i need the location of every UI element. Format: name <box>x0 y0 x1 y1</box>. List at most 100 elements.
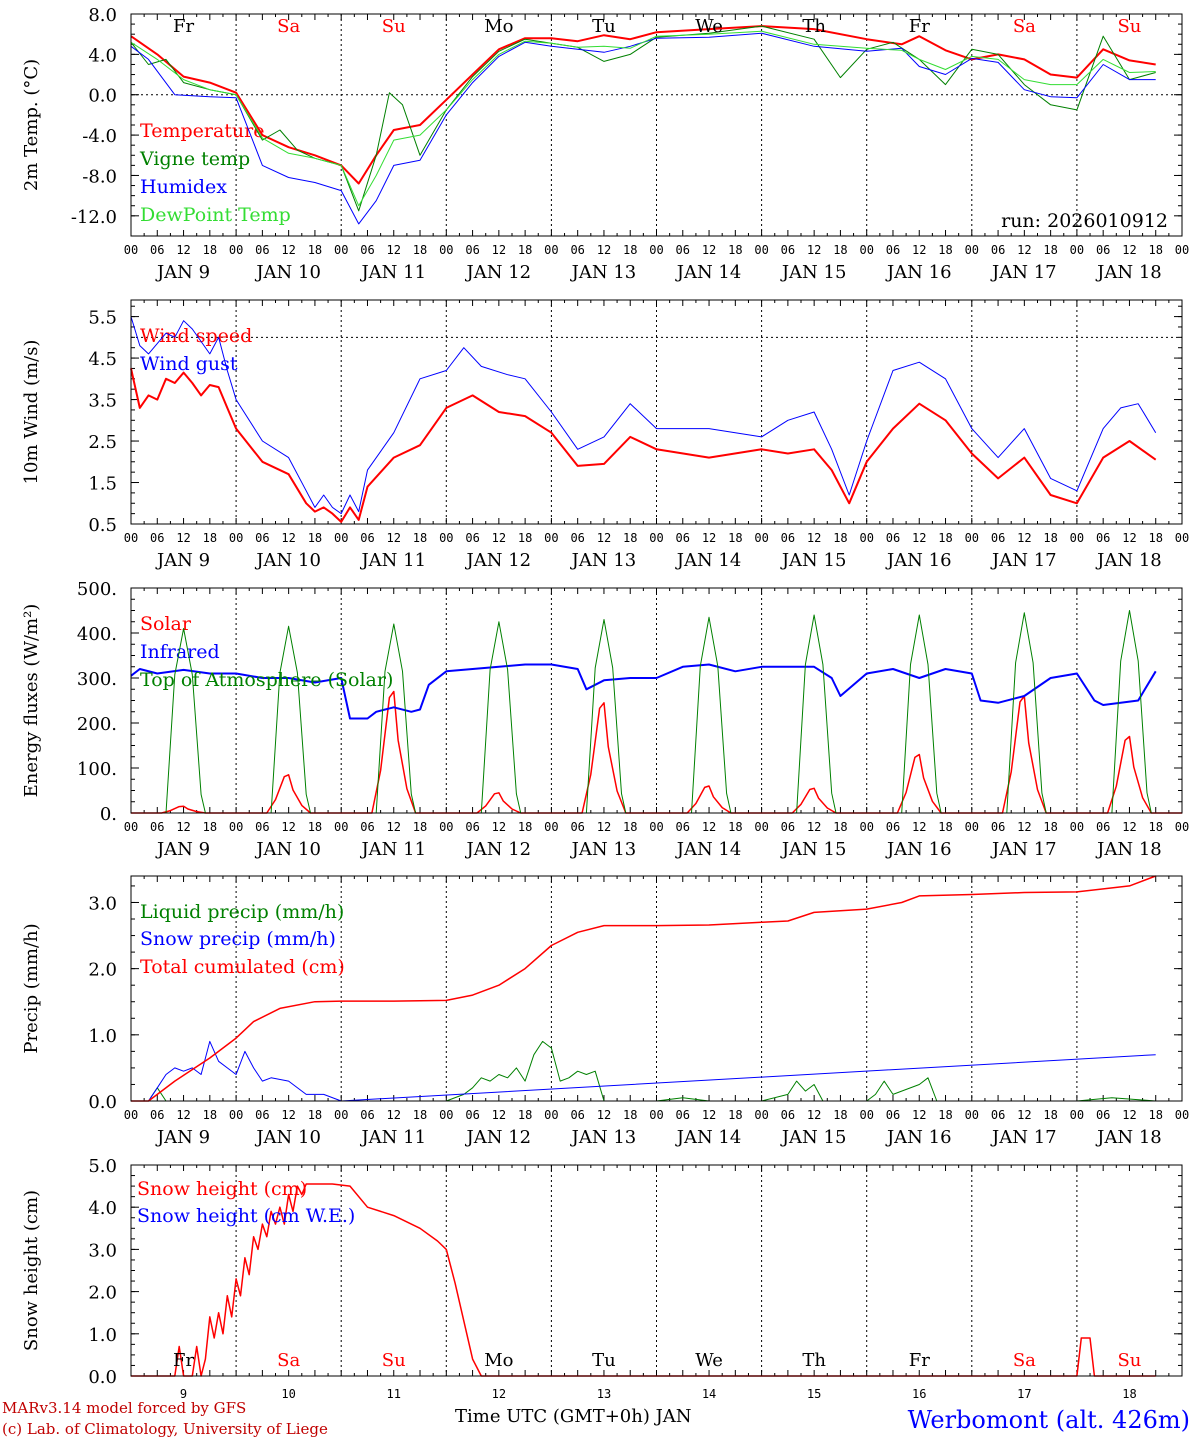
x-hour-label: 12 <box>597 243 611 257</box>
x-hour-label: 06 <box>676 1108 690 1122</box>
x-hour-label: 06 <box>570 243 584 257</box>
y-axis-title: Energy fluxes (W/m²) <box>21 604 42 798</box>
x-hour-label: 06 <box>465 531 479 545</box>
x-hour-label: 06 <box>1096 531 1110 545</box>
y-tick-label: 5.5 <box>88 308 117 329</box>
weekday-label: Fr <box>173 16 194 37</box>
x-date-label: JAN 12 <box>465 550 532 571</box>
y-tick-label: -4.0 <box>82 126 117 147</box>
x-date-label: JAN 16 <box>885 550 952 571</box>
x-hour-label: 00 <box>859 243 873 257</box>
x-hour-label: 18 <box>308 1108 322 1122</box>
x-day-number: 18 <box>1122 1387 1136 1401</box>
x-hour-label: 00 <box>124 531 138 545</box>
weekday-label: Sa <box>277 16 300 37</box>
x-hour-label: 12 <box>387 820 401 834</box>
x-hour-label: 00 <box>1070 531 1084 545</box>
x-date-label: JAN 16 <box>885 262 952 283</box>
x-hour-label: 06 <box>465 820 479 834</box>
x-hour-label: 06 <box>991 820 1005 834</box>
x-hour-label: 12 <box>176 243 190 257</box>
x-date-label: JAN 9 <box>155 839 210 860</box>
weekday-label: Su <box>382 1350 406 1371</box>
legend-entry: DewPoint Temp <box>140 204 291 226</box>
weekday-label: Sa <box>1013 1350 1036 1371</box>
x-hour-label: 00 <box>124 243 138 257</box>
series-wind-gust <box>130 316 1157 515</box>
x-hour-label: 18 <box>728 243 742 257</box>
x-hour-label: 00 <box>649 243 663 257</box>
y-tick-label: 1.5 <box>88 474 117 495</box>
x-hour-label: 06 <box>255 1108 269 1122</box>
x-date-label: JAN 10 <box>254 1127 321 1148</box>
x-hour-label: 18 <box>203 531 217 545</box>
x-hour-label: 06 <box>150 820 164 834</box>
x-hour-label: 00 <box>965 531 979 545</box>
x-hour-label: 18 <box>1043 820 1057 834</box>
x-date-label: JAN 15 <box>780 839 847 860</box>
x-hour-label: 06 <box>150 1108 164 1122</box>
series-liquid-precip-mm-h- <box>131 1040 1156 1102</box>
x-hour-label: 06 <box>991 243 1005 257</box>
y-tick-label: 300. <box>77 669 117 690</box>
x-hour-label: 12 <box>492 243 506 257</box>
x-hour-label: 00 <box>649 820 663 834</box>
x-hour-label: 18 <box>833 243 847 257</box>
x-hour-label: 12 <box>912 820 926 834</box>
y-tick-label: 500. <box>77 579 117 600</box>
x-hour-label: 00 <box>229 820 243 834</box>
x-hour-label: 12 <box>702 820 716 834</box>
x-hour-label: 06 <box>255 820 269 834</box>
x-date-label: JAN 11 <box>359 262 426 283</box>
x-hour-label: 00 <box>965 243 979 257</box>
weekday-label: Th <box>802 16 826 37</box>
x-hour-label: 12 <box>1122 820 1136 834</box>
x-date-label: JAN 16 <box>885 1127 952 1148</box>
x-hour-label: 00 <box>124 820 138 834</box>
y-tick-label: 2.0 <box>88 1283 117 1304</box>
x-hour-label: 00 <box>544 1108 558 1122</box>
y-tick-label: 400. <box>77 624 117 645</box>
legend-entry: Wind gust <box>140 353 238 375</box>
x-hour-label: 12 <box>702 243 716 257</box>
series-humidex <box>130 32 1156 225</box>
x-hour-label: 06 <box>991 531 1005 545</box>
x-hour-label: 18 <box>1148 243 1162 257</box>
plot-frame <box>130 13 1183 237</box>
x-hour-label: 18 <box>833 820 847 834</box>
x-hour-label: 18 <box>413 820 427 834</box>
series-infrared <box>130 663 1157 720</box>
x-hour-label: 06 <box>1096 243 1110 257</box>
x-day-number: 14 <box>702 1387 716 1401</box>
y-tick-label: 3.0 <box>88 1240 117 1261</box>
x-hour-label: 12 <box>807 243 821 257</box>
x-day-number: 10 <box>281 1387 295 1401</box>
x-hour-label: 18 <box>308 243 322 257</box>
x-date-label: JAN 15 <box>780 262 847 283</box>
x-hour-label: 00 <box>544 531 558 545</box>
x-day-number: 12 <box>492 1387 506 1401</box>
x-date-label: JAN 14 <box>675 839 742 860</box>
x-hour-label: 18 <box>308 820 322 834</box>
x-hour-label: 06 <box>676 243 690 257</box>
x-hour-label: 00 <box>965 820 979 834</box>
y-tick-label: 8.0 <box>88 5 117 26</box>
x-hour-label: 18 <box>1043 1108 1057 1122</box>
legend-entry: Total cumulated (cm) <box>140 956 345 978</box>
x-hour-label: 12 <box>492 531 506 545</box>
y-tick-label: 4.5 <box>88 349 117 370</box>
x-date-label: JAN 10 <box>254 550 321 571</box>
x-hour-label: 00 <box>1070 820 1084 834</box>
y-tick-label: 200. <box>77 714 117 735</box>
x-date-label: JAN 9 <box>155 1127 210 1148</box>
x-hour-label: 12 <box>281 820 295 834</box>
weekday-label: Mo <box>484 1350 513 1371</box>
x-hour-label: 12 <box>281 531 295 545</box>
x-hour-label: 00 <box>1175 820 1189 834</box>
x-hour-label: 18 <box>518 1108 532 1122</box>
x-hour-label: 06 <box>360 820 374 834</box>
x-date-label: JAN 12 <box>465 839 532 860</box>
x-hour-label: 00 <box>439 1108 453 1122</box>
x-hour-label: 18 <box>833 1108 847 1122</box>
x-hour-label: 06 <box>781 1108 795 1122</box>
